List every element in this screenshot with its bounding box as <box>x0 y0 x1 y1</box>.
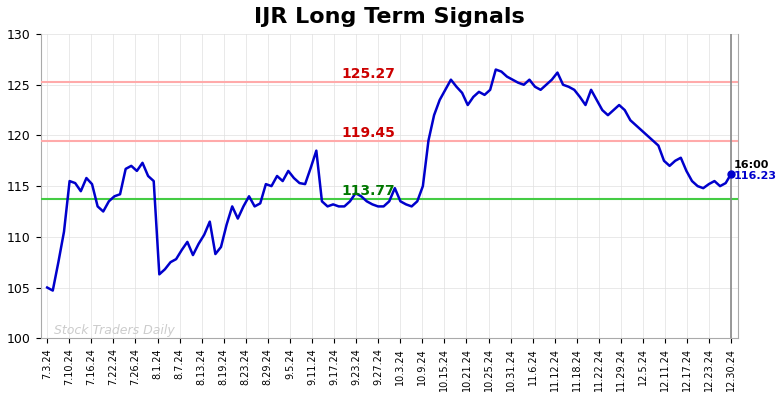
Text: 16:00: 16:00 <box>734 160 769 170</box>
Title: IJR Long Term Signals: IJR Long Term Signals <box>254 7 524 27</box>
Text: 116.23: 116.23 <box>734 171 776 181</box>
Text: 113.77: 113.77 <box>341 184 395 198</box>
Text: 119.45: 119.45 <box>341 127 395 140</box>
Text: Stock Traders Daily: Stock Traders Daily <box>54 324 175 337</box>
Text: 125.27: 125.27 <box>341 68 395 82</box>
